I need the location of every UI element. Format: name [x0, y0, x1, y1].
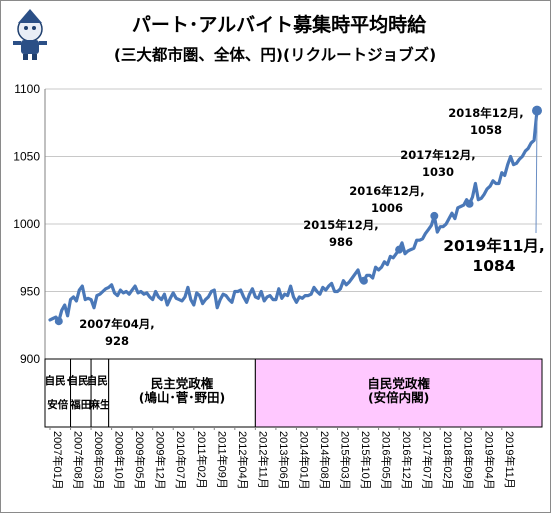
era-band — [70, 358, 92, 428]
data-label: 1084 — [472, 257, 515, 275]
x-tick-label: 2009年05月 — [133, 431, 147, 490]
x-tick-label: 2013年06月 — [277, 431, 291, 490]
mascot-logo-icon — [13, 9, 47, 60]
data-label: 928 — [105, 334, 129, 348]
x-tick-label: 2019年11月 — [503, 431, 517, 489]
x-tick-label: 2010年07月 — [174, 431, 188, 490]
data-annotations: 2007年04月, 928 2015年12月, 986 2016年12月, 1006 201… — [79, 106, 545, 348]
data-label: 1030 — [422, 165, 454, 179]
data-label: 2017年12月, — [400, 148, 475, 162]
era-label: 自民･ — [87, 374, 113, 387]
era-label: 民主党政権 — [151, 376, 214, 391]
y-tick-label: 1050 — [13, 150, 40, 164]
era-band — [254, 358, 543, 428]
data-label: 2007年04月, — [79, 317, 154, 331]
y-tick-label: 950 — [20, 285, 40, 299]
x-tick-label: 2008年10月 — [113, 431, 127, 490]
annotated-point — [532, 105, 542, 116]
x-tick-label: 2011年02月 — [195, 431, 209, 489]
era-label: 安倍 — [47, 398, 68, 411]
chart-subtitle: (三大都市圏、全体、円)(リクルートジョブズ) — [114, 45, 436, 64]
x-tick-label: 2012年11月 — [256, 431, 270, 489]
x-axis: 2007年01月 2007年08月 2008年03月 2008年10月 2009年05月… — [49, 427, 517, 490]
x-tick-label: 2015年10月 — [359, 431, 373, 490]
data-label: 2016年12月, — [349, 184, 424, 198]
era-label: 麻生 — [88, 398, 110, 411]
chart-title: パート･アルバイト募集時平均時給 — [132, 13, 427, 36]
x-tick-label: 2007年08月 — [72, 431, 86, 490]
x-tick-label: 2012年04月 — [236, 431, 250, 490]
annotated-point — [430, 211, 439, 220]
era-label: (鳩山･菅･野田) — [139, 390, 225, 405]
series-wage — [48, 105, 542, 326]
leader-line — [535, 116, 538, 234]
series-line — [48, 109, 539, 323]
x-tick-label: 2008年03月 — [92, 431, 106, 490]
data-label: 986 — [329, 235, 353, 249]
x-tick-label: 2015年03月 — [339, 431, 353, 490]
data-label: 2019年11月, — [443, 236, 545, 255]
x-tick-label: 2017年07月 — [421, 431, 435, 490]
data-label: 2015年12月, — [303, 218, 378, 232]
data-label: 2018年12月, — [448, 106, 523, 120]
x-tick-label: 2007年01月 — [51, 431, 65, 490]
x-tick-label: 2014年08月 — [318, 431, 332, 490]
era-band — [90, 358, 110, 428]
annotated-point — [465, 199, 474, 208]
era-band — [44, 358, 72, 428]
annotated-point — [54, 317, 63, 326]
era-label: 自民党政権 — [367, 376, 430, 391]
x-tick-label: 2016年12月 — [400, 431, 414, 490]
x-tick-label: 2014年01月 — [297, 431, 311, 490]
y-tick-label: 900 — [20, 352, 40, 366]
era-label: 自民･ — [68, 374, 94, 387]
data-label: 1006 — [371, 201, 403, 215]
y-axis: 900 950 1000 1050 1100 — [13, 82, 46, 427]
era-label: 自民･ — [45, 374, 71, 387]
x-tick-label: 2019年04月 — [482, 431, 496, 490]
era-label: 福田 — [69, 398, 91, 411]
x-tick-label: 2009年12月 — [154, 431, 168, 490]
annotated-point — [395, 245, 404, 254]
data-label: 1058 — [470, 123, 502, 137]
annotated-point — [359, 276, 368, 285]
x-tick-label: 2018年02月 — [441, 431, 455, 490]
x-tick-label: 2016年05月 — [380, 431, 394, 490]
era-label: (安倍内閣) — [368, 390, 429, 405]
y-tick-label: 1100 — [14, 82, 40, 96]
x-tick-label: 2011年09月 — [215, 431, 229, 489]
x-tick-label: 2018年09月 — [462, 431, 476, 490]
y-tick-label: 1000 — [13, 217, 40, 231]
